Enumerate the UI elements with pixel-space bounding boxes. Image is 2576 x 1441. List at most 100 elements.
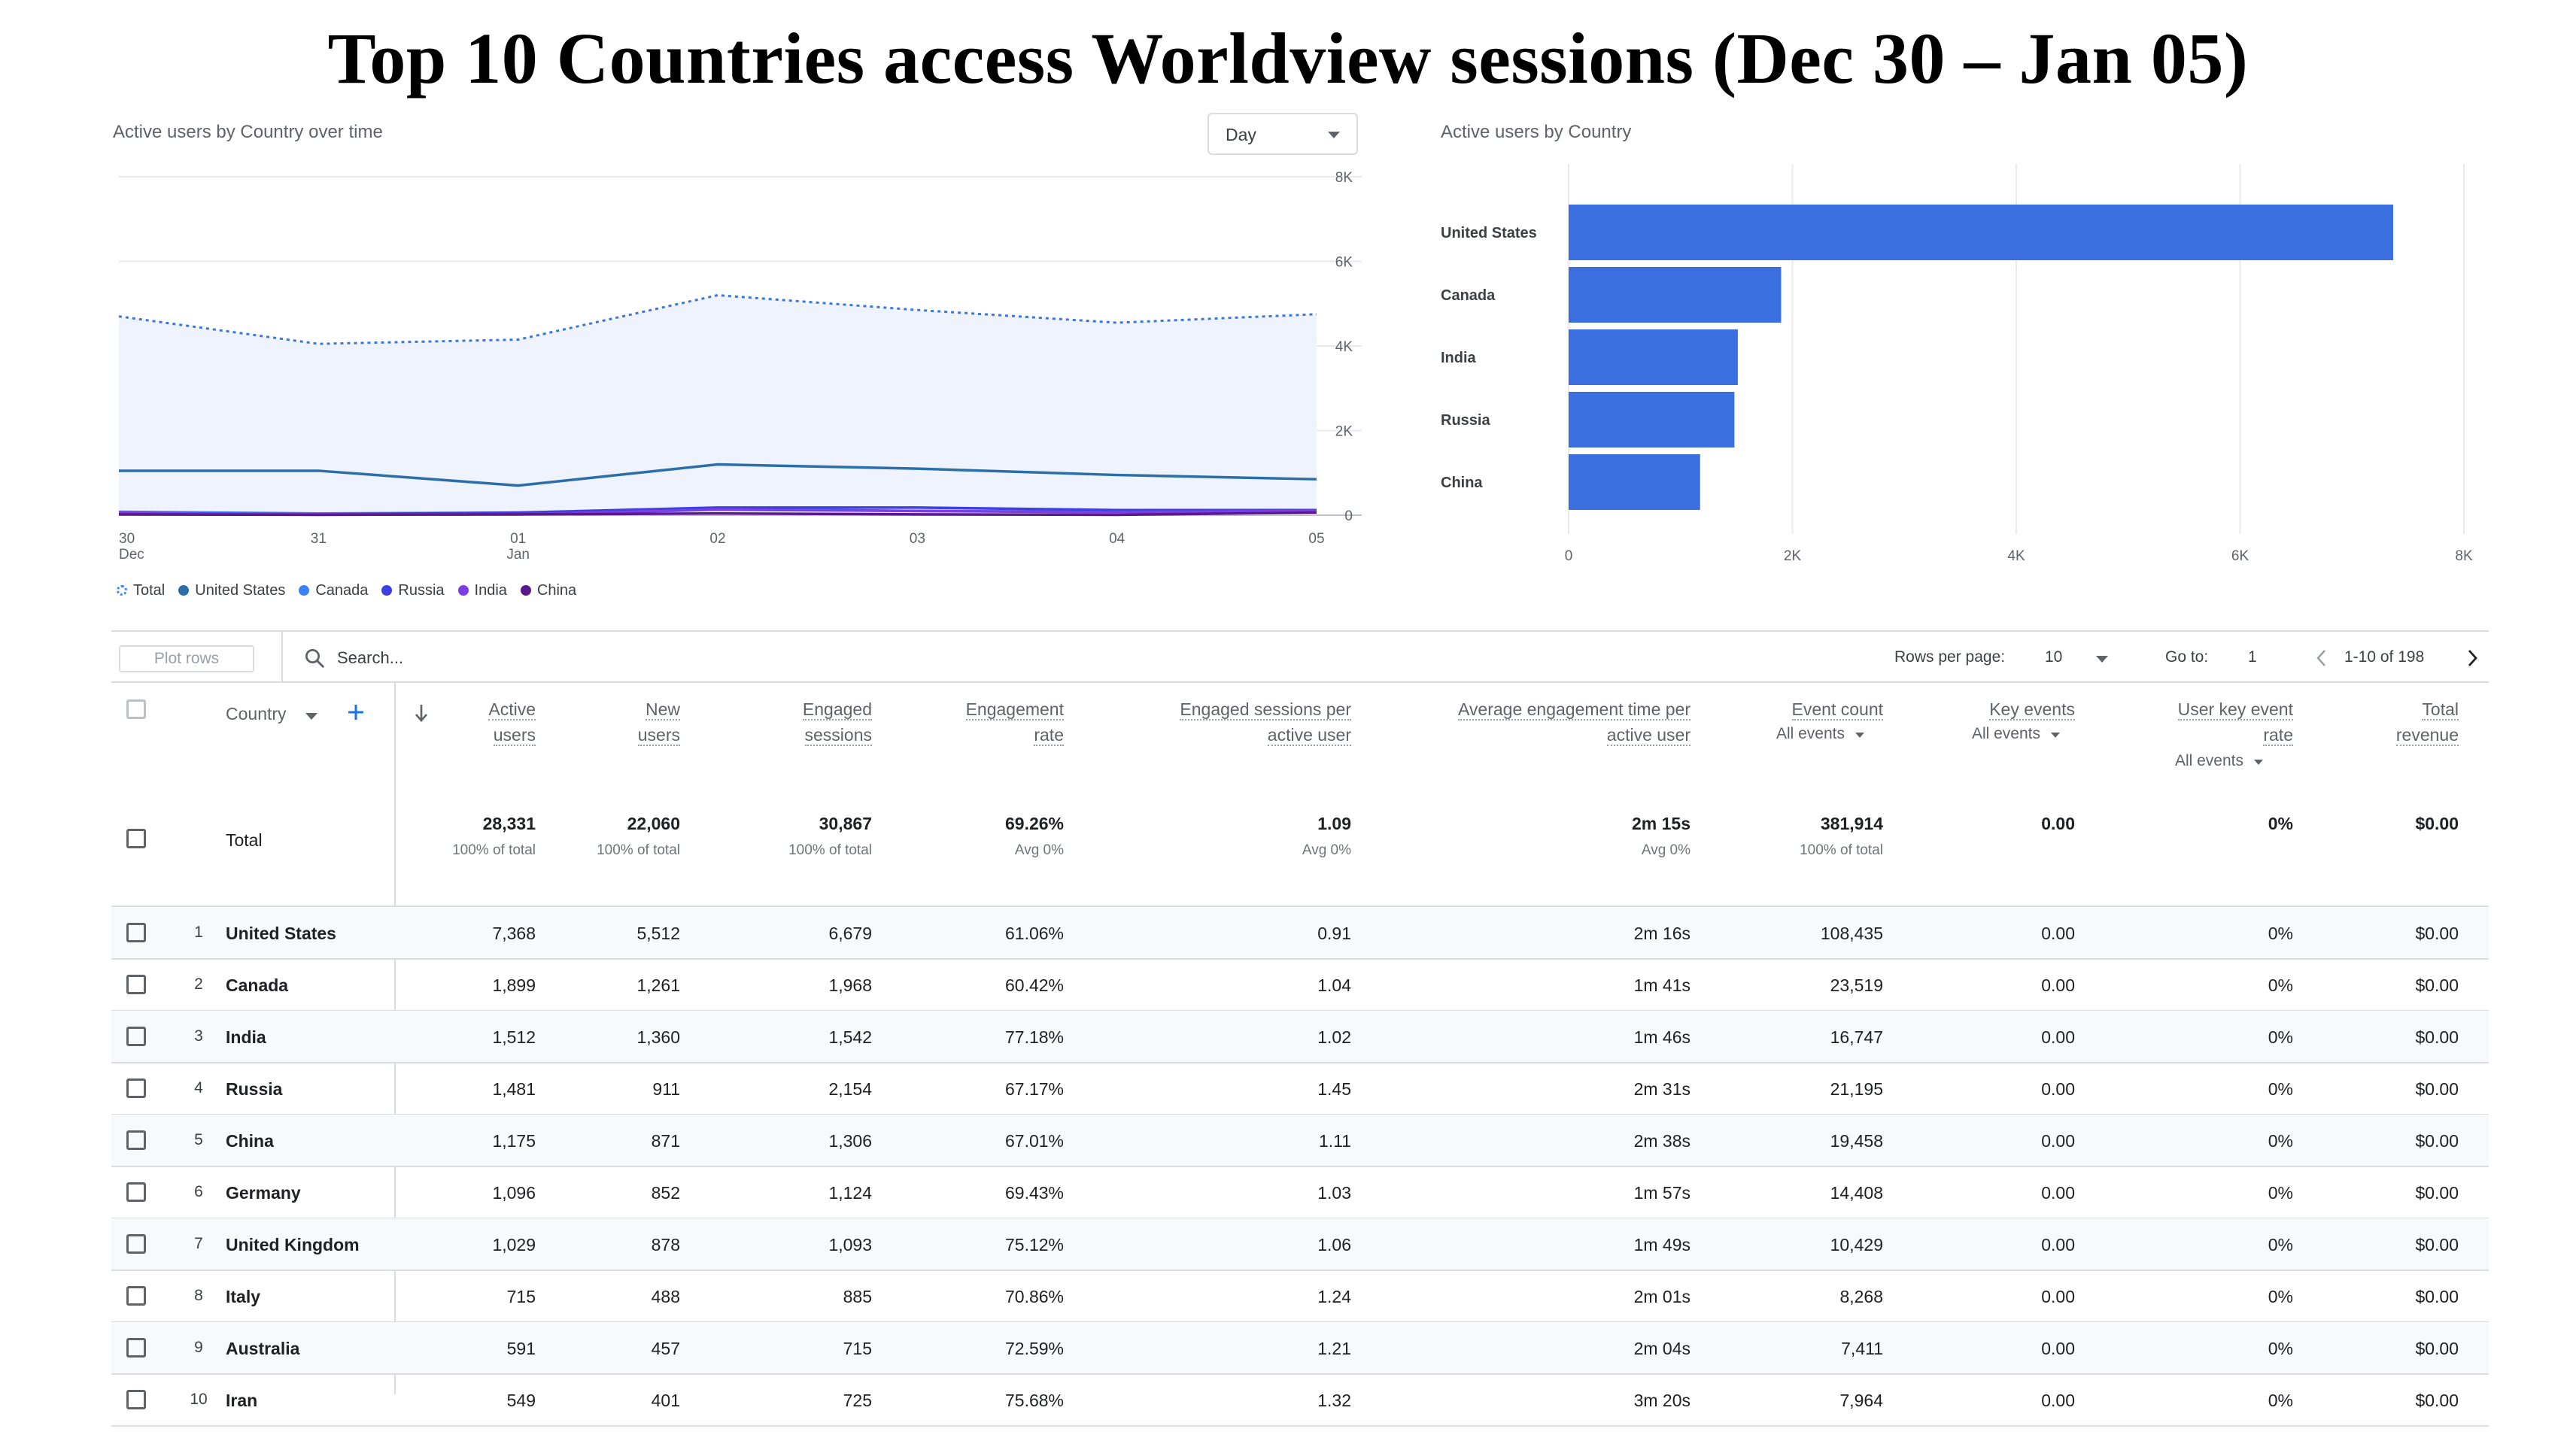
row-country[interactable]: Russia <box>226 1079 283 1099</box>
row-value: 0.00 <box>2041 1287 2075 1306</box>
row-value: 1m 41s <box>1633 975 1690 995</box>
bar-canada[interactable] <box>1569 267 1782 323</box>
row-value: $0.00 <box>2415 1131 2459 1151</box>
table-row[interactable]: 10 Iran 549 401 725 75.68% 1.32 3m 20s 7,964 0.00… <box>111 1374 2489 1427</box>
rows-per-page-value[interactable]: 10 <box>2045 648 2063 666</box>
row-checkbox[interactable] <box>126 1078 146 1098</box>
bar-united-states[interactable] <box>1569 205 2393 260</box>
filter-user-key-event-rate[interactable]: All events <box>2174 752 2243 769</box>
total-subtext: Avg 0% <box>1641 842 1690 858</box>
row-country[interactable]: India <box>226 1027 266 1047</box>
row-value: 77.18% <box>1004 1027 1064 1047</box>
column-header-engagement-rate[interactable]: Engagement rate <box>965 696 1064 748</box>
row-value: 14,408 <box>1830 1183 1883 1203</box>
table-row[interactable]: 5 China 1,175 871 1,306 67.01% 1.11 2m 38s 19,45… <box>111 1115 2489 1167</box>
row-value: 72.59% <box>1004 1339 1064 1358</box>
row-country[interactable]: Germany <box>226 1183 301 1203</box>
table-row[interactable]: 3 India 1,512 1,360 1,542 77.18% 1.02 1m 46s 16,… <box>111 1011 2489 1063</box>
row-checkbox[interactable] <box>126 1234 146 1254</box>
filter-key-events[interactable]: All events <box>1971 725 2040 742</box>
line-chart-x-tick-month: Dec <box>119 547 144 563</box>
table-row[interactable]: 2 Canada 1,899 1,261 1,968 60.42% 1.04 1m 41s 23… <box>111 959 2489 1012</box>
line-chart-x-tick: 30 <box>119 531 135 547</box>
table-row[interactable]: 6 Germany 1,096 852 1,124 69.43% 1.03 1m 57s 14,… <box>111 1166 2489 1219</box>
row-value: 1,512 <box>492 1027 536 1047</box>
total-row-checkbox[interactable] <box>126 829 146 848</box>
table-row[interactable]: 1 United States 7,368 5,512 6,679 61.06% 0.91 2… <box>111 907 2489 960</box>
table-row[interactable]: 8 Italy 715 488 885 70.86% 1.24 2m 01s 8,268 0.00… <box>111 1270 2489 1323</box>
row-country[interactable]: United States <box>226 924 336 943</box>
bar-chart-category-label: Canada <box>1441 287 1496 304</box>
row-checkbox[interactable] <box>126 1338 146 1358</box>
table-row[interactable]: 7 United Kingdom 1,029 878 1,093 75.12% 1.06 1m… <box>111 1218 2489 1271</box>
row-checkbox[interactable] <box>126 1130 146 1150</box>
go-to-input[interactable]: 1 <box>2248 648 2257 666</box>
legend-item-india[interactable]: India <box>457 582 507 599</box>
column-header-user-key-event-rate[interactable]: User key event rate <box>2177 696 2293 748</box>
row-country[interactable]: Australia <box>226 1339 300 1358</box>
row-country[interactable]: China <box>226 1131 274 1151</box>
row-checkbox[interactable] <box>126 1027 146 1046</box>
filter-chevron-down-icon[interactable] <box>2051 733 2060 738</box>
row-country[interactable]: United Kingdom <box>226 1235 360 1254</box>
line-chart-y-tick: 2K <box>1335 424 1353 440</box>
filter-chevron-down-icon[interactable] <box>2254 760 2263 765</box>
legend-swatch <box>117 585 127 596</box>
rows-per-page-chevron-down-icon[interactable] <box>2096 656 2108 663</box>
bar-india[interactable] <box>1569 329 1738 385</box>
row-value: $0.00 <box>2415 1183 2459 1203</box>
column-header-average-engagement-time-per-active-user[interactable]: Average engagement time per active user <box>1458 696 1690 748</box>
column-header-key-events[interactable]: Key events <box>1989 696 2075 722</box>
column-header-active-users[interactable]: Active users <box>488 696 536 748</box>
row-country[interactable]: Canada <box>226 975 289 995</box>
select-all-checkbox[interactable] <box>126 699 146 719</box>
line-chart-y-tick: 4K <box>1335 339 1353 355</box>
table-row[interactable]: 4 Russia 1,481 911 2,154 67.17% 1.45 2m 31s 21,1… <box>111 1063 2489 1115</box>
legend-item-russia[interactable]: Russia <box>381 582 445 599</box>
country-dimension-chevron-down-icon[interactable] <box>305 713 317 720</box>
legend-item-united-states[interactable]: United States <box>178 582 285 599</box>
row-checkbox[interactable] <box>126 1286 146 1306</box>
filter-event-count[interactable]: All events <box>1776 725 1845 742</box>
row-value: 852 <box>651 1183 680 1203</box>
total-value: 69.26% <box>1004 814 1064 833</box>
previous-page-icon[interactable] <box>2314 647 2329 669</box>
row-value: 0.00 <box>2041 1391 2075 1410</box>
sort-descending-icon[interactable] <box>412 702 430 724</box>
search-input[interactable] <box>337 645 713 671</box>
bar-china[interactable] <box>1569 454 1700 510</box>
table-row[interactable]: 9 Australia 591 457 715 72.59% 1.21 2m 04s 7,411… <box>111 1322 2489 1375</box>
row-value: $0.00 <box>2415 1027 2459 1047</box>
row-value: 61.06% <box>1004 924 1064 943</box>
legend-item-total[interactable]: Total <box>117 582 165 599</box>
row-country[interactable]: Iran <box>226 1391 258 1410</box>
next-page-icon[interactable] <box>2465 647 2480 669</box>
column-header-line2: active user <box>1606 725 1690 746</box>
granularity-select[interactable]: Day <box>1208 113 1358 155</box>
legend-item-canada[interactable]: Canada <box>299 582 368 599</box>
row-value: 10,429 <box>1830 1235 1883 1254</box>
column-header-new-users[interactable]: New users <box>637 696 680 748</box>
line-chart-x-tick: 31 <box>311 531 327 547</box>
row-checkbox[interactable] <box>126 923 146 942</box>
plot-rows-button[interactable]: Plot rows <box>119 645 254 672</box>
row-value: 0% <box>2268 1027 2293 1047</box>
row-checkbox[interactable] <box>126 1182 146 1202</box>
row-checkbox[interactable] <box>126 1390 146 1409</box>
filter-chevron-down-icon[interactable] <box>1855 733 1864 738</box>
row-checkbox[interactable] <box>126 975 146 994</box>
column-header-event-count[interactable]: Event count <box>1791 696 1883 722</box>
column-header-engaged-sessions[interactable]: Engaged sessions <box>802 696 872 748</box>
legend-item-china[interactable]: China <box>520 582 576 599</box>
row-country[interactable]: Italy <box>226 1287 261 1306</box>
bar-russia[interactable] <box>1569 392 1735 447</box>
country-header[interactable]: Country <box>226 704 287 724</box>
row-value: 1,306 <box>828 1131 872 1151</box>
bar-chart-x-tick: 4K <box>2007 548 2025 564</box>
column-header-line1: Active <box>488 699 536 720</box>
column-header-line1: Engagement <box>965 699 1064 720</box>
column-header-engaged-sessions-per-active-user[interactable]: Engaged sessions per active user <box>1180 696 1351 748</box>
add-dimension-icon[interactable] <box>346 702 366 722</box>
row-value: 488 <box>651 1287 680 1306</box>
column-header-total-revenue[interactable]: Total revenue <box>2395 696 2459 748</box>
